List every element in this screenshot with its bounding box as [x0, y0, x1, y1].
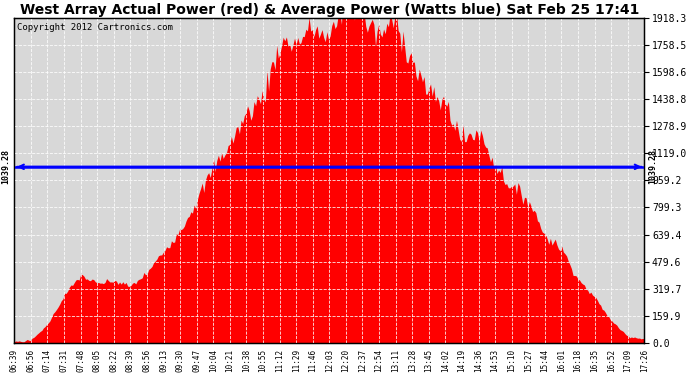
- Title: West Array Actual Power (red) & Average Power (Watts blue) Sat Feb 25 17:41: West Array Actual Power (red) & Average …: [19, 3, 639, 17]
- Text: 1039.28: 1039.28: [648, 149, 657, 184]
- Text: Copyright 2012 Cartronics.com: Copyright 2012 Cartronics.com: [17, 23, 173, 32]
- Text: 1039.28: 1039.28: [1, 149, 10, 184]
